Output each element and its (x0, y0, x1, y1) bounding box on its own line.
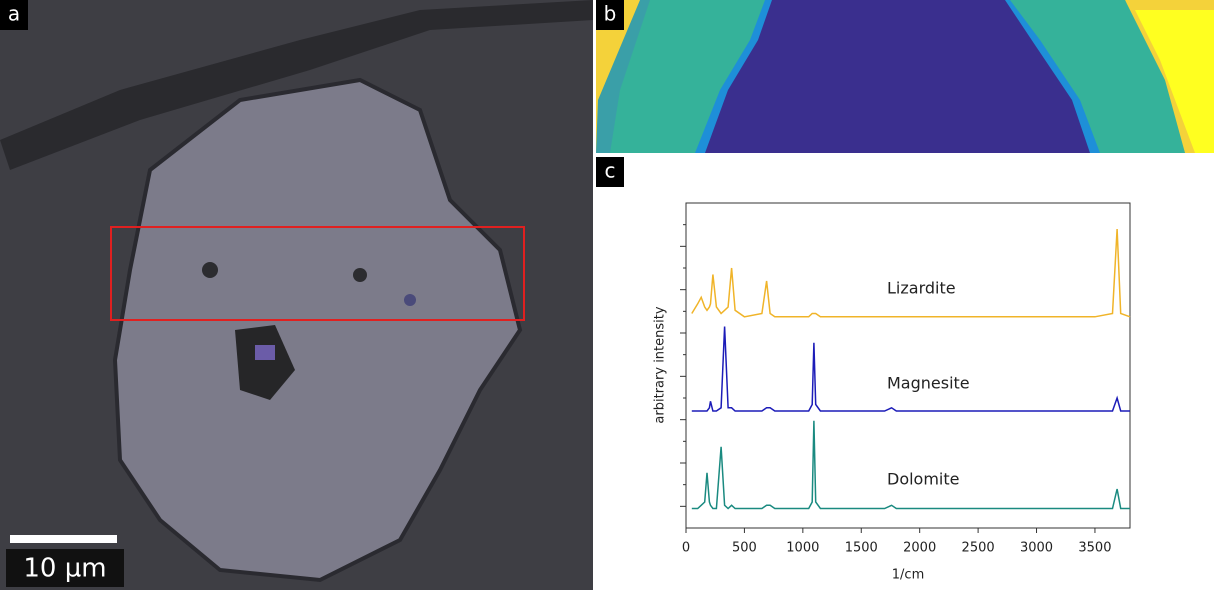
panel-label: c (605, 159, 616, 183)
series-annotation: Dolomite (887, 470, 960, 489)
series-annotation: Lizardite (887, 279, 956, 298)
x-tick-label: 500 (732, 541, 757, 556)
x-tick-label: 3500 (1078, 541, 1111, 556)
figure: a 10 µm b c 1/cm arbitrary intensity 0 50… (0, 0, 1214, 590)
micrograph (0, 0, 593, 590)
x-tick-label: 0 (682, 541, 690, 556)
spectrum-line (692, 421, 1130, 509)
spectrum-line (692, 327, 1130, 412)
x-axis-label: 1/cm (892, 568, 924, 583)
spectrum-line (692, 229, 1130, 317)
panel-label: a (8, 2, 20, 26)
x-tick-label: 3000 (1020, 541, 1053, 556)
panel-label: b (604, 2, 617, 26)
x-tick-label: 1000 (786, 541, 819, 556)
x-tick-label: 2000 (903, 541, 936, 556)
phase-map (596, 0, 1214, 153)
x-tick-label: 2500 (962, 541, 995, 556)
y-axis-label: arbitrary intensity (653, 306, 668, 423)
scale-bar-label: 10 µm (23, 554, 106, 584)
series-annotation: Magnesite (887, 374, 970, 393)
x-tick-label: 1500 (845, 541, 878, 556)
